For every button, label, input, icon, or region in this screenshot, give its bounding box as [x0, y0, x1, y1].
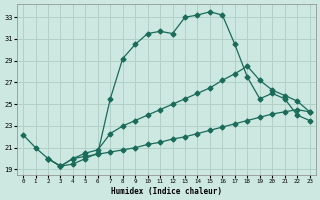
X-axis label: Humidex (Indice chaleur): Humidex (Indice chaleur)	[111, 187, 222, 196]
